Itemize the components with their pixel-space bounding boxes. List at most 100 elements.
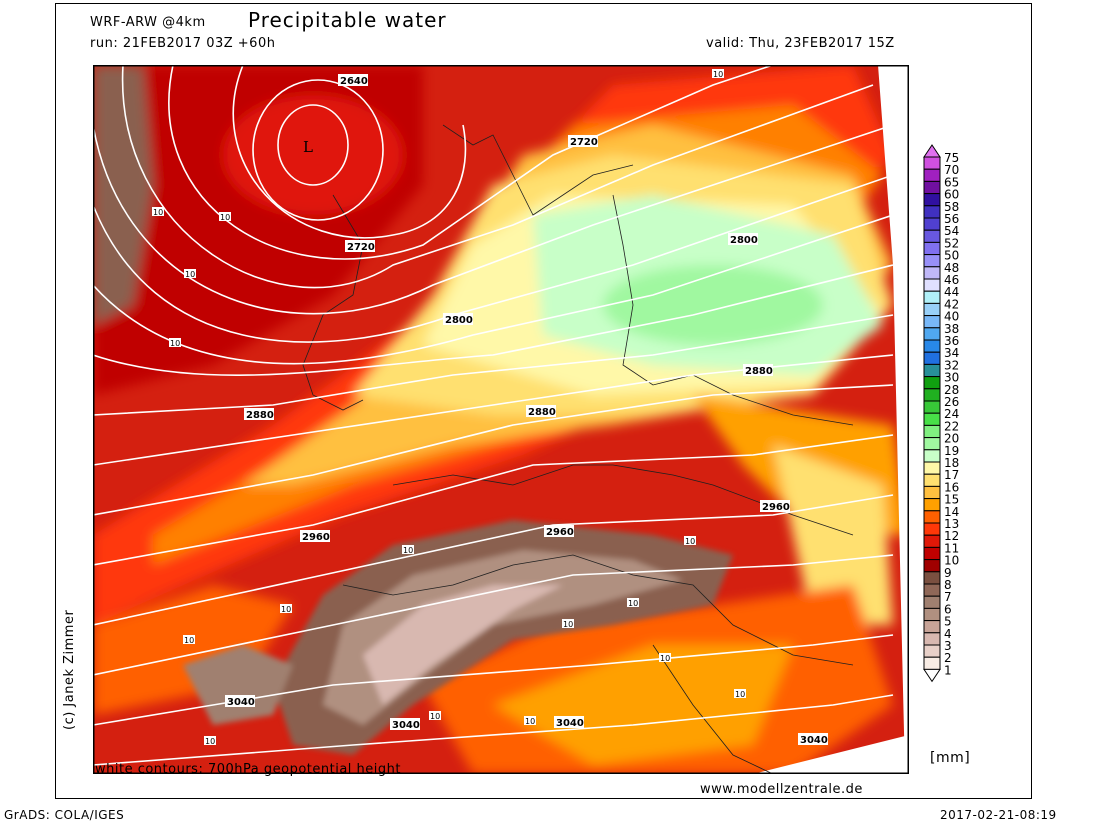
contour-label: 2960: [544, 525, 574, 538]
colorbar-tick-label: 2: [944, 651, 952, 665]
plot-frame: [55, 3, 1032, 799]
pw-contour-label: 10: [734, 689, 746, 699]
svg-text:2960: 2960: [546, 527, 574, 538]
svg-text:2640: 2640: [340, 76, 368, 87]
low-pressure-marker: L: [303, 138, 313, 156]
colorbar-swatch: [923, 290, 941, 304]
website-link[interactable]: www.modellzentrale.de: [700, 782, 863, 797]
svg-text:2800: 2800: [445, 315, 473, 326]
svg-text:10: 10: [153, 208, 163, 217]
colorbar-tick-label: 16: [944, 480, 959, 494]
colorbar-tick-label: 32: [944, 358, 959, 372]
contour-label: 2720: [568, 135, 598, 148]
svg-text:2720: 2720: [570, 137, 598, 148]
colorbar-tick-label: 15: [944, 493, 959, 507]
contour-label: 2800: [728, 233, 758, 246]
colorbar-swatch: [923, 388, 941, 402]
pw-labels: 10 10 10 10 10 10 10 10 10 10 10 10 10 10 10 10: [152, 69, 746, 746]
pw-contour-label: 10: [184, 269, 196, 279]
colorbar-swatch: [923, 461, 941, 475]
colorbar-swatch: [923, 156, 941, 170]
precip-field: [93, 65, 909, 774]
pw-contour-label: 10: [684, 536, 696, 546]
contour-label: 2720: [345, 240, 375, 253]
valid-time: valid: Thu, 23FEB2017 15Z: [706, 36, 895, 51]
grads-credit: GrADS: COLA/IGES: [4, 808, 125, 822]
colorbar-tick-label: 9: [944, 566, 952, 580]
colorbar-swatch: [923, 266, 941, 280]
pw-contour-label: 10: [280, 604, 292, 614]
colorbar-tick-label: 13: [944, 517, 959, 531]
colorbar-swatch: [923, 168, 941, 182]
colorbar-swatch: [923, 229, 941, 243]
colorbar-swatch: [923, 607, 941, 622]
contour-label: 3040: [554, 716, 584, 729]
colorbar-tick-label: 30: [944, 371, 959, 385]
contour-labels: 2640 2720 2720 2800 2800 2880 2880 2880 2960 2960…: [225, 74, 828, 746]
colorbar-swatch: [923, 376, 941, 390]
colorbar-tick-label: 40: [944, 310, 959, 324]
contour-label: 2880: [244, 408, 274, 421]
colorbar-tick-label: 7: [944, 590, 952, 604]
colorbar-swatch: [923, 498, 941, 512]
colorbar-swatch: [923, 595, 941, 609]
generation-timestamp: 2017-02-21-08:19: [940, 808, 1057, 822]
colorbar-swatch: [923, 315, 941, 329]
map-border: [93, 65, 909, 774]
contour-label: 3040: [798, 733, 828, 746]
svg-text:10: 10: [184, 636, 194, 645]
colorbar-tick-label: 8: [944, 578, 952, 592]
svg-text:10: 10: [628, 599, 638, 608]
contour-label: 2800: [443, 313, 473, 326]
no-data-edge: [878, 65, 909, 774]
page-title: Precipitable water: [248, 8, 447, 32]
pw-contour-label: 10: [712, 69, 724, 79]
alps-terrain: [183, 520, 733, 755]
svg-text:10: 10: [525, 717, 535, 726]
svg-text:10: 10: [403, 546, 413, 555]
colorbar-swatch: [923, 485, 941, 500]
colorbar-tick-label: 14: [944, 505, 959, 519]
colorbar-tick-label: 12: [944, 529, 959, 543]
no-data-corner: [753, 735, 909, 774]
svg-text:3040: 3040: [800, 735, 828, 746]
svg-text:3040: 3040: [227, 697, 255, 708]
colorbar-tick-label: 38: [944, 322, 959, 336]
colorbar-tick-label: 52: [944, 236, 959, 250]
colorbar-tick-label: 54: [944, 224, 959, 238]
svg-text:2880: 2880: [745, 366, 773, 377]
colorbar-swatch: [923, 205, 941, 219]
colorbar-tick-label: 26: [944, 395, 959, 409]
pw-contour-label: 10: [204, 736, 216, 746]
unit-label: [mm]: [930, 750, 971, 766]
colorbar-tick-label: 70: [944, 163, 959, 177]
svg-text:2880: 2880: [246, 410, 274, 421]
colorbar-tick-label: 75: [944, 151, 959, 165]
colorbar-tick-label: 10: [944, 554, 959, 568]
run-time: run: 21FEB2017 03Z +60h: [90, 36, 276, 51]
copyright: (c) Janek Zimmer: [62, 609, 77, 730]
colorbar-swatch: [923, 644, 941, 658]
svg-text:2800: 2800: [730, 235, 758, 246]
colorbar-legend: 7570656058565452504846444240383634323028…: [923, 144, 959, 683]
colorbar-tick-label: 1: [944, 663, 952, 677]
colorbar-swatch: [923, 363, 941, 378]
colorbar-swatch: [923, 546, 941, 561]
colorbar-swatch: [923, 424, 941, 439]
colorbar-tick-label: 48: [944, 261, 959, 275]
colorbar-tick-label: 11: [944, 541, 959, 555]
precipitable-water-map: L 2640 2720 2720 2800 2800 2880 2880 2880 2960 29…: [93, 65, 909, 774]
svg-text:2720: 2720: [347, 242, 375, 253]
svg-text:3040: 3040: [392, 720, 420, 731]
svg-text:10: 10: [185, 270, 195, 279]
pw-contour-label: 10: [169, 338, 181, 348]
colorbar-tick-label: 28: [944, 383, 959, 397]
pw-contour-label: 10: [429, 711, 441, 721]
colorbar-swatch: [923, 534, 941, 548]
svg-text:10: 10: [735, 690, 745, 699]
colorbar-swatch: [923, 217, 941, 231]
colorbar-tick-label: 56: [944, 212, 959, 226]
colorbar-tick-label: 19: [944, 444, 959, 458]
colorbar-swatch: [923, 632, 941, 646]
colorbar-swatch: [923, 583, 941, 597]
